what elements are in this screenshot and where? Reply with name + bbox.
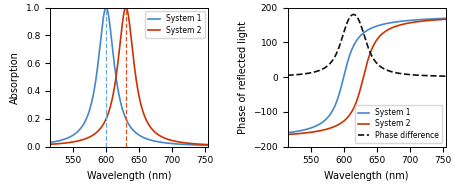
Legend: System 1, System 2: System 1, System 2 — [146, 11, 205, 38]
Phase difference — [443, 75, 449, 77]
System 2 — [285, 133, 290, 136]
System 1 — [440, 17, 445, 20]
Phase difference — [440, 75, 445, 77]
System 1 — [353, 42, 358, 44]
System 1 — [285, 132, 290, 134]
System 1 — [443, 17, 449, 19]
System 1 — [115, 87, 121, 89]
System 2 — [115, 64, 121, 66]
Line: System 2: System 2 — [288, 19, 446, 135]
System 2 — [345, 115, 351, 118]
System 2 — [186, 142, 191, 144]
X-axis label: Wavelength (nm): Wavelength (nm) — [87, 171, 172, 181]
System 1 — [312, 125, 318, 127]
Y-axis label: Phase of reflected light: Phase of reflected light — [238, 20, 248, 134]
Line: System 1: System 1 — [288, 18, 446, 133]
System 2 — [443, 18, 449, 20]
System 2 — [75, 140, 80, 142]
System 2 — [47, 143, 53, 146]
System 1 — [186, 143, 191, 146]
Phase difference — [285, 74, 290, 76]
System 2 — [303, 132, 308, 134]
Y-axis label: Absorption: Absorption — [10, 51, 20, 104]
System 1 — [423, 18, 429, 20]
X-axis label: Wavelength (nm): Wavelength (nm) — [324, 171, 409, 181]
System 2 — [423, 20, 429, 22]
Phase difference — [312, 71, 318, 73]
Legend: System 1, System 2, Phase difference: System 1, System 2, Phase difference — [354, 105, 442, 143]
System 2 — [440, 18, 445, 20]
System 1 — [108, 32, 114, 34]
System 1 — [303, 128, 308, 131]
Phase difference — [303, 73, 308, 75]
System 1 — [75, 131, 80, 133]
System 2 — [66, 142, 71, 144]
Phase difference — [353, 14, 358, 16]
System 1 — [103, 6, 109, 9]
Phase difference — [423, 74, 429, 77]
System 2 — [206, 143, 211, 146]
System 1 — [47, 141, 53, 144]
System 2 — [353, 104, 358, 106]
System 2 — [312, 130, 318, 133]
System 1 — [345, 58, 351, 61]
Line: Phase difference: Phase difference — [288, 14, 446, 76]
System 2 — [108, 104, 113, 106]
Phase difference — [345, 19, 351, 21]
System 2 — [123, 6, 129, 9]
System 1 — [202, 144, 208, 146]
Line: System 1: System 1 — [50, 8, 208, 145]
System 1 — [66, 137, 71, 139]
System 2 — [202, 143, 208, 146]
Line: System 2: System 2 — [50, 8, 208, 145]
Phase difference — [351, 13, 356, 16]
System 1 — [206, 144, 211, 146]
